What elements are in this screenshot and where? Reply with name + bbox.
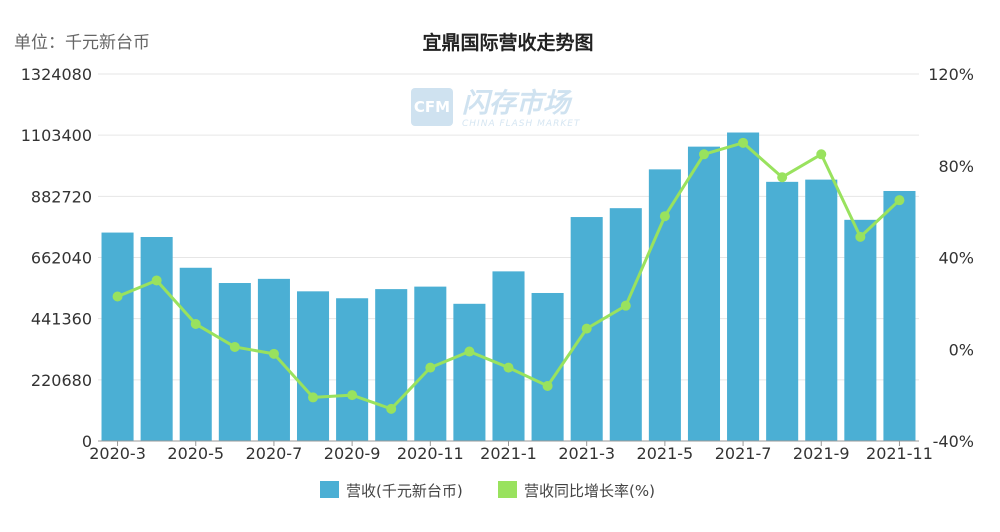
revenue-bar[interactable]	[687, 146, 721, 441]
x-tick-label: 2021-3	[558, 444, 615, 463]
revenue-bar[interactable]	[531, 292, 564, 441]
x-tick-label: 2021-9	[793, 444, 850, 463]
watermark-logo-box	[411, 88, 453, 126]
x-tick-label: 2021-7	[715, 444, 772, 463]
y-left-tick-label: 662040	[31, 249, 92, 268]
watermark: CFM 闪存市场 CHINA FLASH MARKET	[411, 88, 581, 129]
revenue-bar[interactable]	[140, 237, 173, 441]
growth-rate-point[interactable]	[347, 390, 358, 401]
y-right-tick-label: 120%	[928, 65, 974, 84]
revenue-bar[interactable]	[375, 289, 408, 441]
growth-rate-point[interactable]	[855, 231, 866, 242]
unit-label: 单位：千元新台币	[14, 33, 150, 53]
growth-rate-point[interactable]	[229, 341, 240, 352]
legend-swatch-growth	[498, 481, 517, 498]
revenue-bar[interactable]	[844, 219, 877, 441]
growth-rate-point[interactable]	[190, 319, 201, 330]
y-right-tick-label: 40%	[938, 249, 974, 268]
y-right-tick-label: 80%	[938, 157, 974, 176]
x-tick-label: 2020-11	[397, 444, 464, 463]
revenue-bar[interactable]	[296, 291, 330, 441]
x-tick-label: 2020-3	[89, 444, 146, 463]
y-left-tick-label: 441360	[31, 310, 92, 329]
y-right-tick-label: 0%	[949, 340, 974, 359]
growth-rate-point[interactable]	[620, 300, 631, 311]
revenue-bar[interactable]	[727, 132, 760, 441]
revenue-bar[interactable]	[492, 271, 525, 441]
x-tick-label: 2021-1	[480, 444, 537, 463]
y-right-axis: -40% 0% 40% 80% 120%	[928, 65, 974, 451]
revenue-bar[interactable]	[766, 181, 799, 441]
growth-rate-point[interactable]	[542, 380, 553, 391]
y-left-tick-label: 882720	[31, 187, 92, 206]
bar-series	[101, 132, 916, 442]
growth-rate-point[interactable]	[777, 172, 788, 183]
revenue-bar[interactable]	[218, 283, 251, 441]
growth-rate-point[interactable]	[386, 403, 397, 414]
revenue-bar[interactable]	[805, 179, 838, 441]
x-tick-label: 2020-9	[324, 444, 381, 463]
x-tick-label: 2021-11	[866, 444, 933, 463]
revenue-bar[interactable]	[336, 298, 369, 441]
y-left-axis: 0 220680 441360 662040 882720 1103400 1324080	[21, 65, 92, 451]
y-left-tick-label: 220680	[31, 371, 92, 390]
revenue-bar[interactable]	[257, 278, 290, 441]
revenue-bar[interactable]	[883, 190, 916, 441]
x-tick-label: 2020-7	[246, 444, 303, 463]
legend-label-revenue: 营收(千元新台币)	[346, 482, 463, 500]
y-left-tick-label: 1103400	[21, 126, 92, 145]
growth-rate-point[interactable]	[698, 149, 709, 160]
growth-rate-point[interactable]	[503, 362, 514, 373]
line-series	[112, 137, 905, 414]
revenue-bar[interactable]	[453, 303, 486, 441]
growth-rate-point[interactable]	[464, 346, 475, 357]
growth-rate-point[interactable]	[268, 348, 279, 359]
y-left-tick-label: 0	[82, 432, 92, 451]
chart-title: 宜鼎国际营收走势图	[422, 31, 593, 54]
growth-rate-point[interactable]	[425, 362, 436, 373]
x-tick-label: 2020-5	[167, 444, 224, 463]
y-right-tick-label: -40%	[933, 432, 974, 451]
legend-item-revenue[interactable]: 营收(千元新台币)	[320, 481, 463, 500]
growth-rate-point[interactable]	[308, 392, 319, 403]
revenue-bar[interactable]	[101, 232, 134, 441]
revenue-bar[interactable]	[648, 169, 681, 442]
legend-swatch-revenue	[320, 481, 339, 498]
growth-rate-point[interactable]	[581, 323, 592, 334]
watermark-logo-text: CFM	[414, 98, 450, 116]
y-left-tick-label: 1324080	[21, 65, 92, 84]
revenue-bar[interactable]	[609, 208, 642, 441]
growth-rate-point[interactable]	[659, 211, 670, 222]
watermark-cn: 闪存市场	[462, 88, 573, 119]
legend: 营收(千元新台币) 营收同比增长率(%)	[320, 481, 655, 500]
legend-item-growth[interactable]: 营收同比增长率(%)	[498, 481, 655, 500]
x-tick-label: 2021-5	[637, 444, 694, 463]
legend-label-growth: 营收同比增长率(%)	[524, 482, 655, 500]
growth-rate-point[interactable]	[738, 137, 749, 148]
watermark-en: CHINA FLASH MARKET	[462, 119, 581, 129]
growth-rate-point[interactable]	[151, 275, 162, 286]
growth-rate-point[interactable]	[894, 195, 905, 206]
x-axis: 2020-3 2020-5 2020-7 2020-9 2020-11 2021-1 202…	[89, 441, 933, 463]
growth-rate-point[interactable]	[816, 149, 827, 160]
revenue-bar[interactable]	[179, 267, 212, 441]
growth-rate-point[interactable]	[112, 291, 123, 302]
